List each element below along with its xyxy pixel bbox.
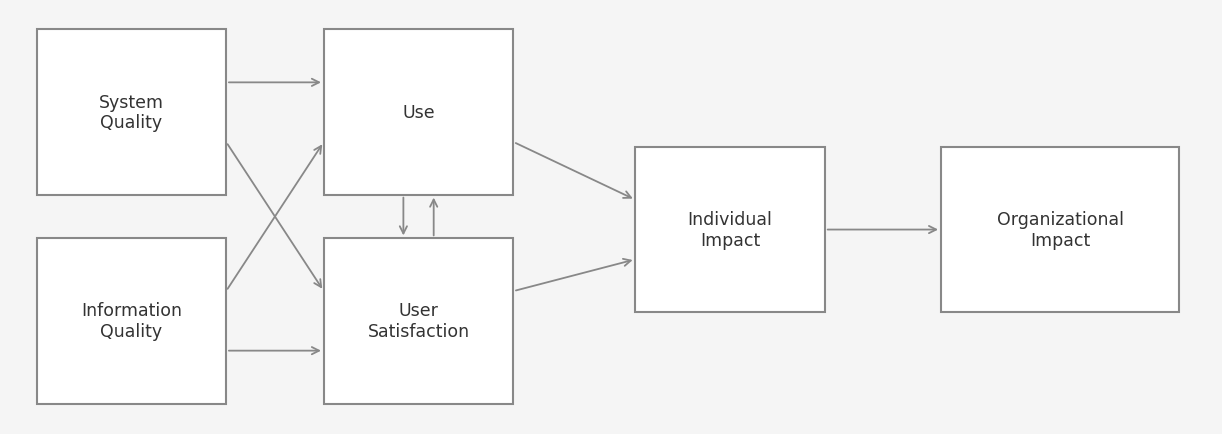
Text: Information
Quality: Information Quality xyxy=(81,302,182,341)
Text: User
Satisfaction: User Satisfaction xyxy=(368,302,469,341)
FancyBboxPatch shape xyxy=(635,148,825,312)
Text: Organizational
Impact: Organizational Impact xyxy=(997,210,1123,250)
FancyBboxPatch shape xyxy=(324,239,513,404)
FancyBboxPatch shape xyxy=(37,239,226,404)
Text: System
Quality: System Quality xyxy=(99,93,164,132)
Text: Use: Use xyxy=(402,104,435,122)
FancyBboxPatch shape xyxy=(941,148,1179,312)
FancyBboxPatch shape xyxy=(37,30,226,195)
FancyBboxPatch shape xyxy=(324,30,513,195)
Text: Individual
Impact: Individual Impact xyxy=(688,210,772,250)
